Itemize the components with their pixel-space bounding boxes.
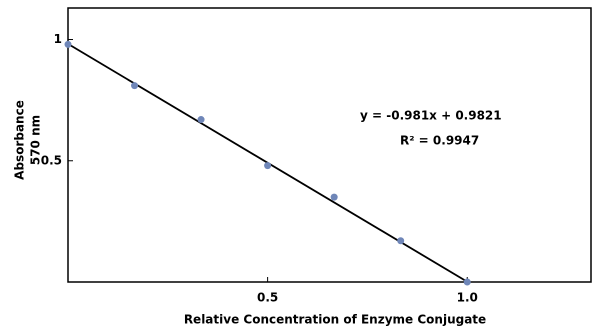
data-point: [330, 193, 338, 201]
data-point: [197, 116, 205, 124]
y-axis-label: 570 nm: [29, 115, 43, 165]
data-point: [264, 162, 272, 170]
r-squared: R² = 0.9947: [400, 134, 479, 148]
y-tick-label: 0.5: [41, 153, 62, 167]
y-tick-label: 1: [54, 32, 62, 46]
x-tick-label: 1.0: [457, 291, 478, 305]
data-point: [463, 278, 471, 286]
equation: y = -0.981x + 0.9821: [360, 109, 502, 123]
y-axis-label: Absorbance: [13, 100, 27, 180]
plot-frame: [67, 7, 592, 283]
x-tick-label: 0.5: [257, 291, 278, 305]
data-point: [131, 82, 139, 90]
x-axis-label: Relative Concentration of Enzyme Conjuga…: [184, 313, 486, 327]
data-point: [64, 40, 72, 48]
data-point: [397, 237, 405, 245]
